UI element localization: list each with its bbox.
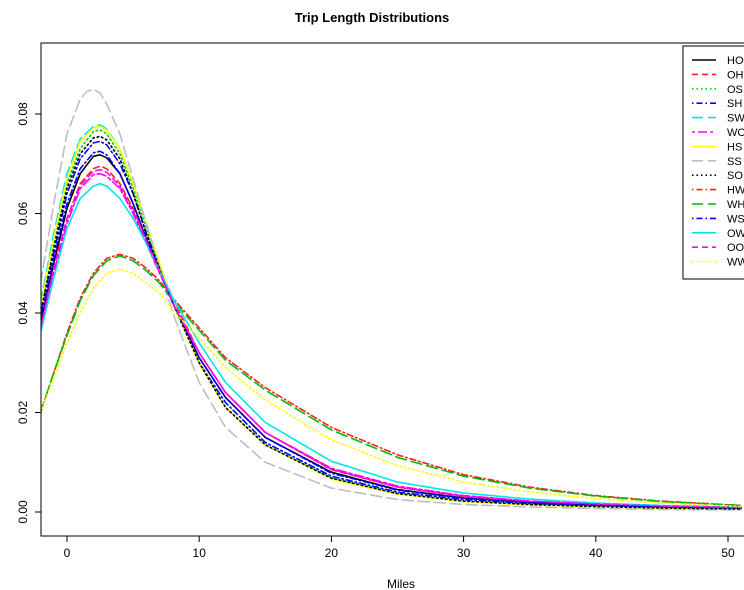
legend-label-ws: WS [727, 213, 744, 225]
legend-label-ow: OW [727, 228, 744, 240]
plot-frame [40, 42, 744, 537]
legend-label-ho: HO [727, 55, 744, 67]
legend: HO OH OS SH SW WO HS SS SO HW WH WS OW OO WW [682, 45, 744, 280]
series-line-ow [41, 182, 742, 508]
legend-label-oh: OH [727, 69, 744, 81]
legend-box [682, 45, 744, 280]
y-tick-label: 0.08 [16, 102, 30, 126]
x-tick-label: 50 [721, 546, 735, 560]
x-tick-label: 0 [64, 546, 71, 560]
y-tick-label: 0.06 [16, 201, 30, 225]
y-tick-label: 0.04 [16, 301, 30, 325]
y-axis: 0.00 0.02 0.04 0.06 0.08 [16, 102, 41, 524]
series-line-oo [41, 168, 742, 509]
series-layer [41, 88, 742, 511]
series-line-oh [41, 165, 742, 509]
legend-label-so: SO [727, 170, 743, 182]
x-tick-label: 10 [193, 546, 207, 560]
legend-label-oo: OO [727, 242, 744, 254]
legend-label-wo: WO [727, 127, 744, 139]
legend-label-ss: SS [727, 156, 742, 168]
series-line-sh [41, 140, 742, 510]
legend-label-hs: HS [727, 141, 742, 153]
y-tick-label: 0.02 [16, 400, 30, 424]
series-line-so [41, 135, 742, 510]
x-tick-label: 40 [589, 546, 603, 560]
legend-label-os: OS [727, 84, 743, 96]
legend-label-hw: HW [727, 185, 744, 197]
legend-label-wh: WH [727, 199, 744, 211]
x-axis: 0 10 20 30 40 50 [64, 536, 735, 560]
legend-label-ww: WW [727, 257, 744, 269]
chart-title: Trip Length Distributions [295, 10, 450, 25]
legend-label-sh: SH [727, 98, 742, 110]
x-tick-label: 30 [457, 546, 471, 560]
x-tick-label: 20 [325, 546, 339, 560]
series-line-os [41, 129, 742, 510]
series-line-ws [41, 150, 742, 509]
series-line-ss [41, 88, 742, 511]
y-tick-label: 0.00 [16, 500, 30, 524]
legend-label-sw: SW [727, 113, 744, 125]
series-line-hw [41, 253, 742, 507]
series-line-wh [41, 255, 742, 507]
series-line-ww [41, 268, 742, 508]
x-axis-label: Miles [387, 577, 415, 590]
